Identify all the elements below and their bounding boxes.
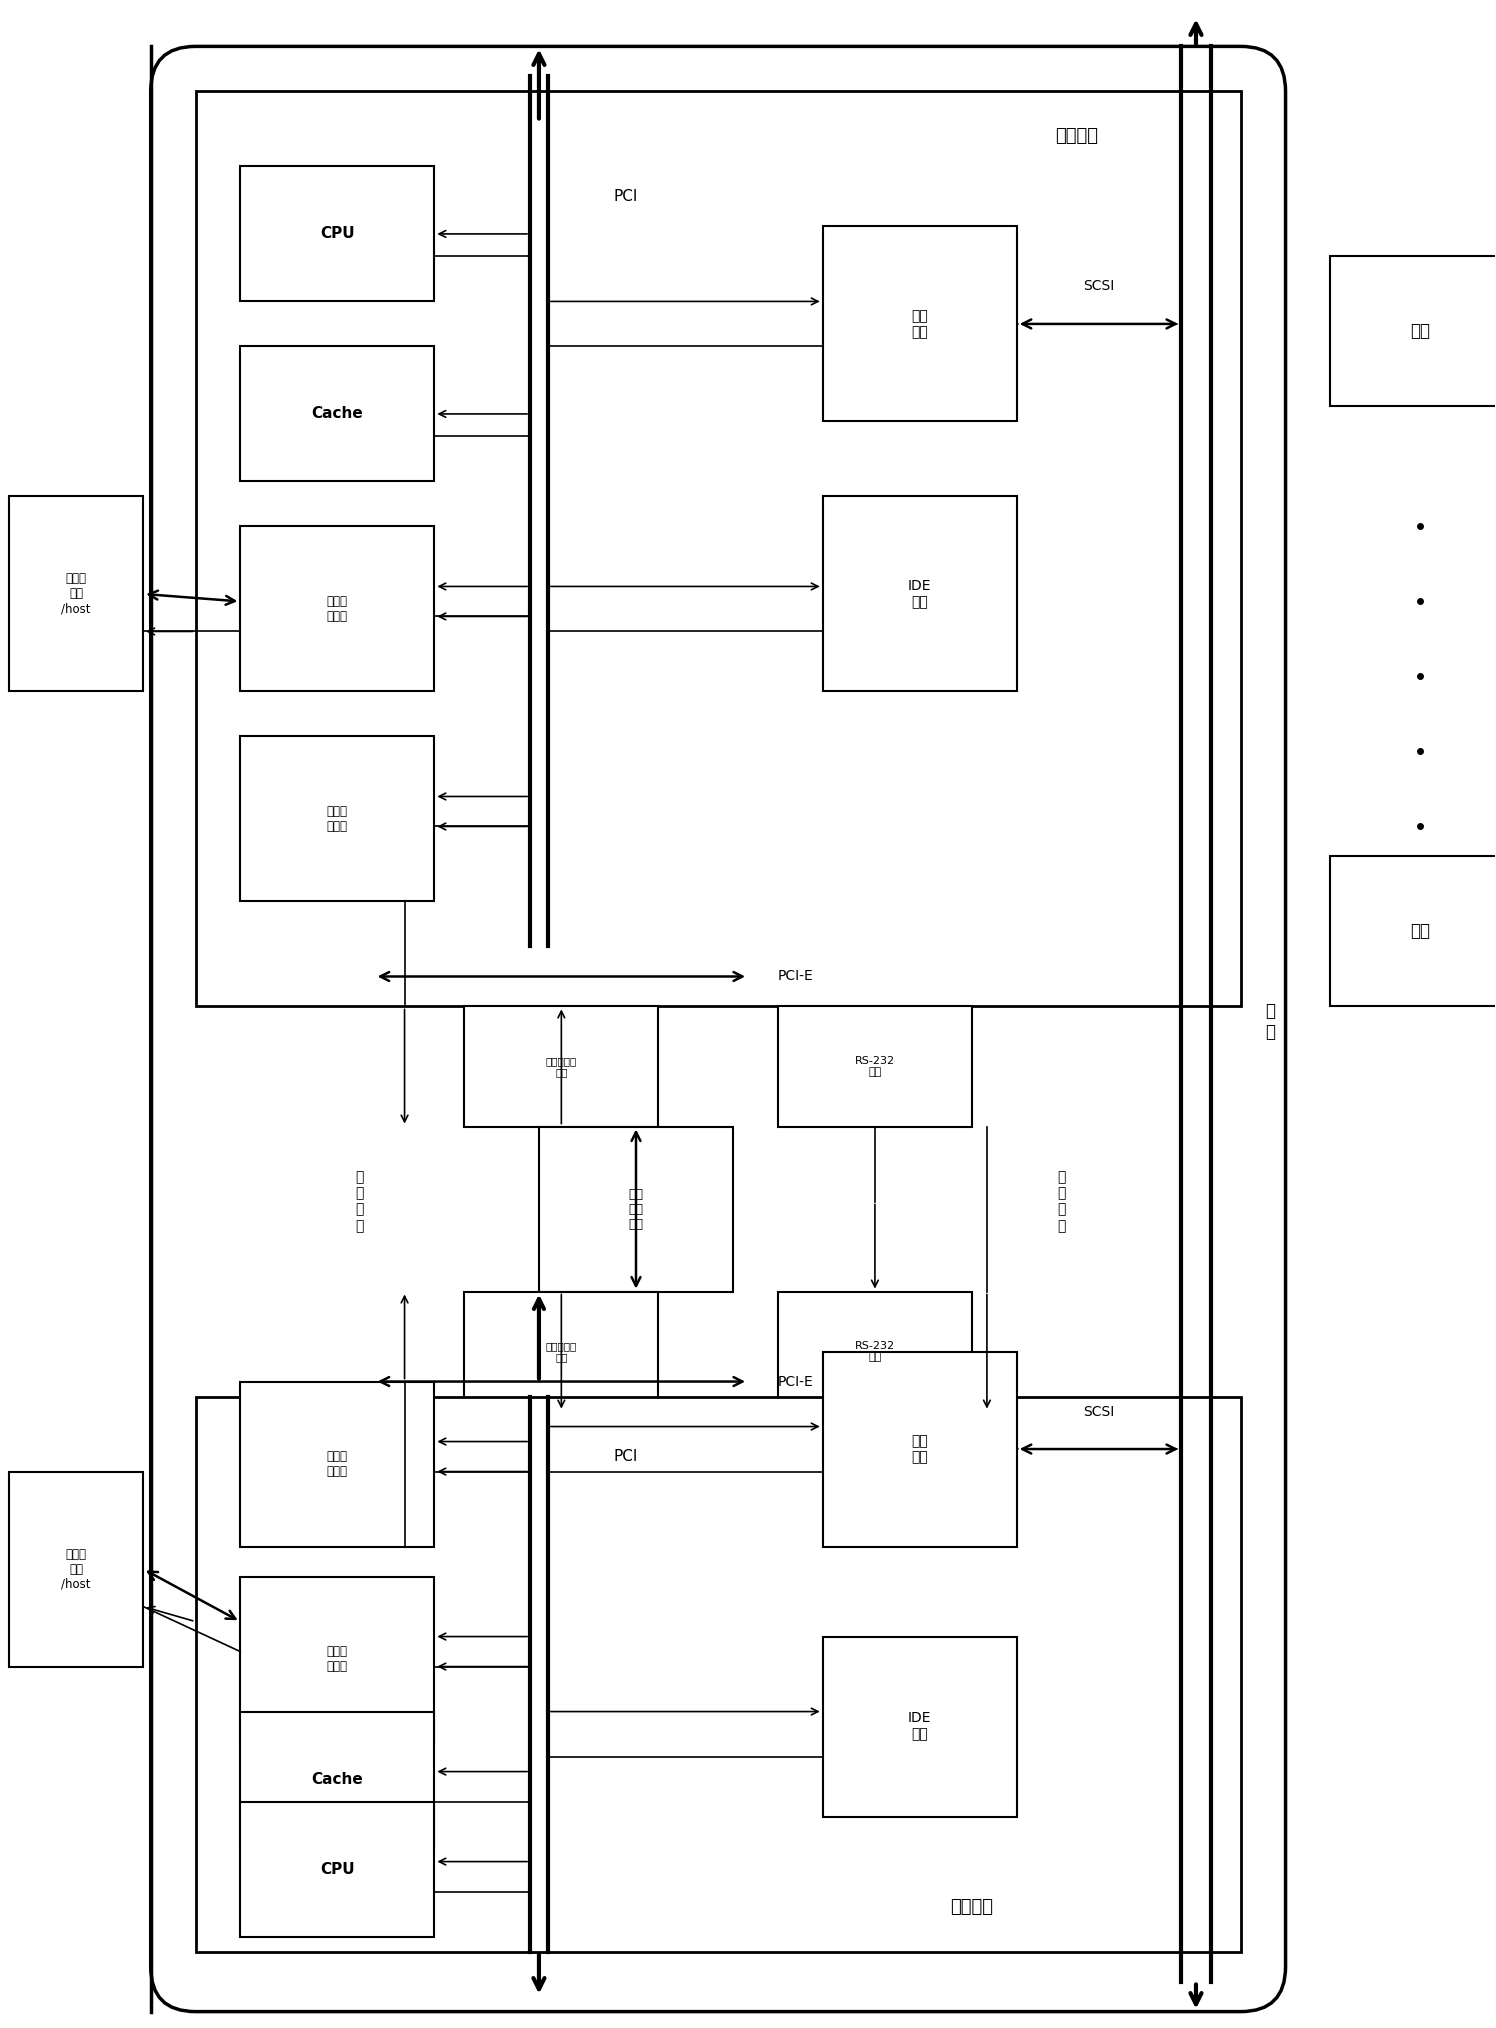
Bar [241,166,434,302]
Bar [241,1801,434,1937]
Text: 硬盘: 硬盘 [1409,322,1430,341]
Text: SCSI: SCSI [1083,280,1115,294]
Bar [241,736,434,902]
Bar [241,1381,434,1547]
Text: 第一千
兆网卡: 第一千 兆网卡 [326,1645,349,1673]
Text: 千兆交
换机
/host: 千兆交 换机 /host [61,572,91,614]
Text: PCI-E: PCI-E [778,969,814,984]
Text: CPU: CPU [320,227,355,241]
Bar [464,1006,658,1126]
Text: 心
跳
检
测: 心 跳 检 测 [1058,1170,1065,1233]
Bar [9,1472,144,1667]
Text: 硬盘: 硬盘 [1409,923,1430,941]
Text: 千兆交
换机
/host: 千兆交 换机 /host [61,1547,91,1590]
Text: 第二千
兆网卡: 第二千 兆网卡 [326,1450,349,1478]
Bar [9,497,144,692]
Bar [1330,856,1496,1006]
Text: 数据
同步
通道: 数据 同步 通道 [628,1188,643,1231]
Bar [778,1006,972,1126]
Text: 光纤通道适
配器: 光纤通道适 配器 [546,1341,577,1363]
Text: 第一千
兆网卡: 第一千 兆网卡 [326,594,349,623]
Bar [823,1637,1017,1817]
Text: 主控制器: 主控制器 [1055,128,1098,146]
Text: RS-232
串口: RS-232 串口 [854,1057,895,1077]
Text: IDE
硬盘: IDE 硬盘 [908,578,932,608]
Text: 第二千
兆网卡: 第二千 兆网卡 [326,805,349,834]
Text: PCI-E: PCI-E [778,1375,814,1389]
Bar [196,1397,1240,1951]
Bar [778,1292,972,1411]
Text: PCI: PCI [613,1450,637,1464]
Text: Cache: Cache [311,406,364,422]
Text: 串控
制器: 串控 制器 [911,1434,928,1464]
Bar [464,1292,658,1411]
Text: 模
组: 模 组 [1266,1002,1276,1040]
Bar [196,91,1240,1006]
Text: 心
跳
检
测: 心 跳 检 测 [356,1170,364,1233]
Text: 从控制器: 从控制器 [950,1898,993,1916]
Bar [539,1126,733,1292]
Bar [823,497,1017,692]
Text: IDE
硬盘: IDE 硬盘 [908,1712,932,1742]
Bar [1330,256,1496,406]
Bar [241,347,434,481]
Bar [241,527,434,692]
Bar [823,227,1017,422]
Text: SCSI: SCSI [1083,1405,1115,1418]
Bar [241,1712,434,1848]
Bar [241,1576,434,1742]
Text: 串控
制器: 串控 制器 [911,308,928,339]
Text: 光纤通道适
配器: 光纤通道适 配器 [546,1057,577,1077]
Text: Cache: Cache [311,1772,364,1787]
Text: RS-232
串口: RS-232 串口 [854,1341,895,1363]
Text: PCI: PCI [613,189,637,205]
Text: CPU: CPU [320,1862,355,1876]
Bar [823,1351,1017,1547]
FancyBboxPatch shape [151,47,1285,2012]
